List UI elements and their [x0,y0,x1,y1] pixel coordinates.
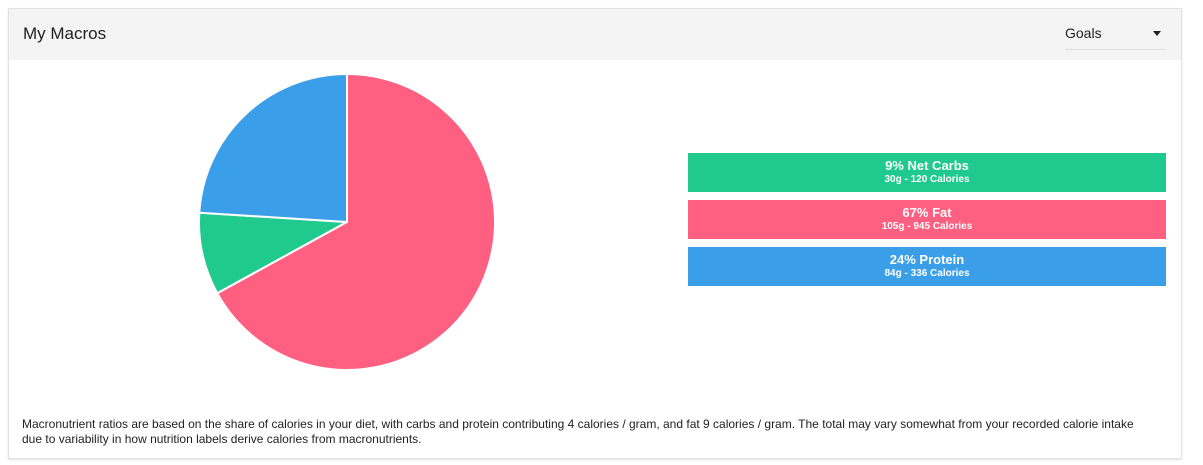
card-title: My Macros [23,24,107,43]
dropdown-label: Goals [1065,25,1102,41]
legend-detail: 84g - 336 Calories [884,268,970,279]
legend-category: Protein [919,252,965,267]
legend-category: Net Carbs [907,158,969,173]
pie-slice [215,72,496,371]
legend-item: 9% Net Carbs 30g - 120 Calories [688,153,1166,192]
legend-detail: 105g - 945 Calories [881,221,973,232]
legend-label: 24% Protein [688,247,1166,268]
card-header: My Macros Goals [9,9,1181,60]
legend-percent: 24% [889,252,916,267]
legend-label: 67% Fat [688,200,1166,221]
legend-percent: 67% [902,205,929,220]
legend-detail: 30g - 120 Calories [884,174,970,185]
legend-percent: 9% [885,158,904,173]
pie-slice [198,72,348,224]
dropdown-caret [1153,31,1161,36]
legend-item: 67% Fat 105g - 945 Calories [688,200,1166,239]
footnote: Macronutrient ratios are based on the sh… [22,417,1134,446]
legend-category: Fat [932,205,952,220]
legend: 9% Net Carbs 30g - 120 Calories 67% Fat 105… [688,153,1166,294]
legend-item: 24% Protein 84g - 336 Calories [688,247,1166,286]
goals-dropdown[interactable]: Goals [1065,21,1165,50]
legend-label: 9% Net Carbs [688,153,1166,174]
pie-slice [198,211,351,295]
